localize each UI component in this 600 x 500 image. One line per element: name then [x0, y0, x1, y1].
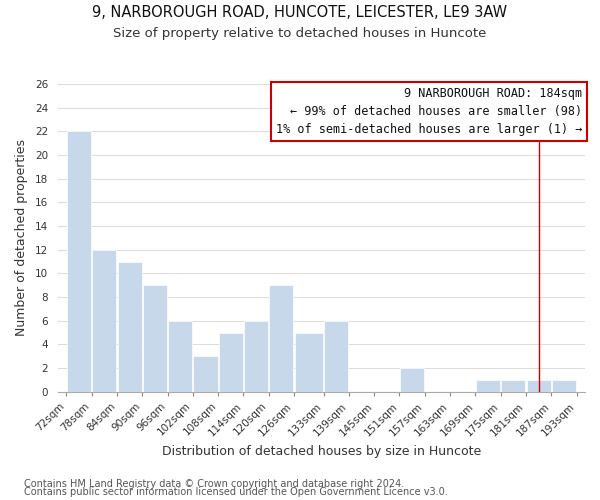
Bar — [92, 250, 116, 392]
Bar — [552, 380, 576, 392]
X-axis label: Distribution of detached houses by size in Huncote: Distribution of detached houses by size … — [162, 444, 481, 458]
Text: Size of property relative to detached houses in Huncote: Size of property relative to detached ho… — [113, 28, 487, 40]
Bar — [527, 380, 551, 392]
Bar — [295, 332, 323, 392]
Bar — [168, 320, 192, 392]
Bar — [118, 262, 142, 392]
Y-axis label: Number of detached properties: Number of detached properties — [15, 140, 28, 336]
Bar — [501, 380, 526, 392]
Bar — [67, 132, 91, 392]
Text: Contains HM Land Registry data © Crown copyright and database right 2024.: Contains HM Land Registry data © Crown c… — [24, 479, 404, 489]
Bar — [143, 285, 167, 392]
Bar — [400, 368, 424, 392]
Text: Contains public sector information licensed under the Open Government Licence v3: Contains public sector information licen… — [24, 487, 448, 497]
Text: 9, NARBOROUGH ROAD, HUNCOTE, LEICESTER, LE9 3AW: 9, NARBOROUGH ROAD, HUNCOTE, LEICESTER, … — [92, 5, 508, 20]
Bar — [244, 320, 268, 392]
Bar — [324, 320, 348, 392]
Bar — [219, 332, 243, 392]
Bar — [476, 380, 500, 392]
Bar — [193, 356, 218, 392]
Bar — [269, 285, 293, 392]
Text: 9 NARBOROUGH ROAD: 184sqm
← 99% of detached houses are smaller (98)
1% of semi-d: 9 NARBOROUGH ROAD: 184sqm ← 99% of detac… — [276, 87, 583, 136]
